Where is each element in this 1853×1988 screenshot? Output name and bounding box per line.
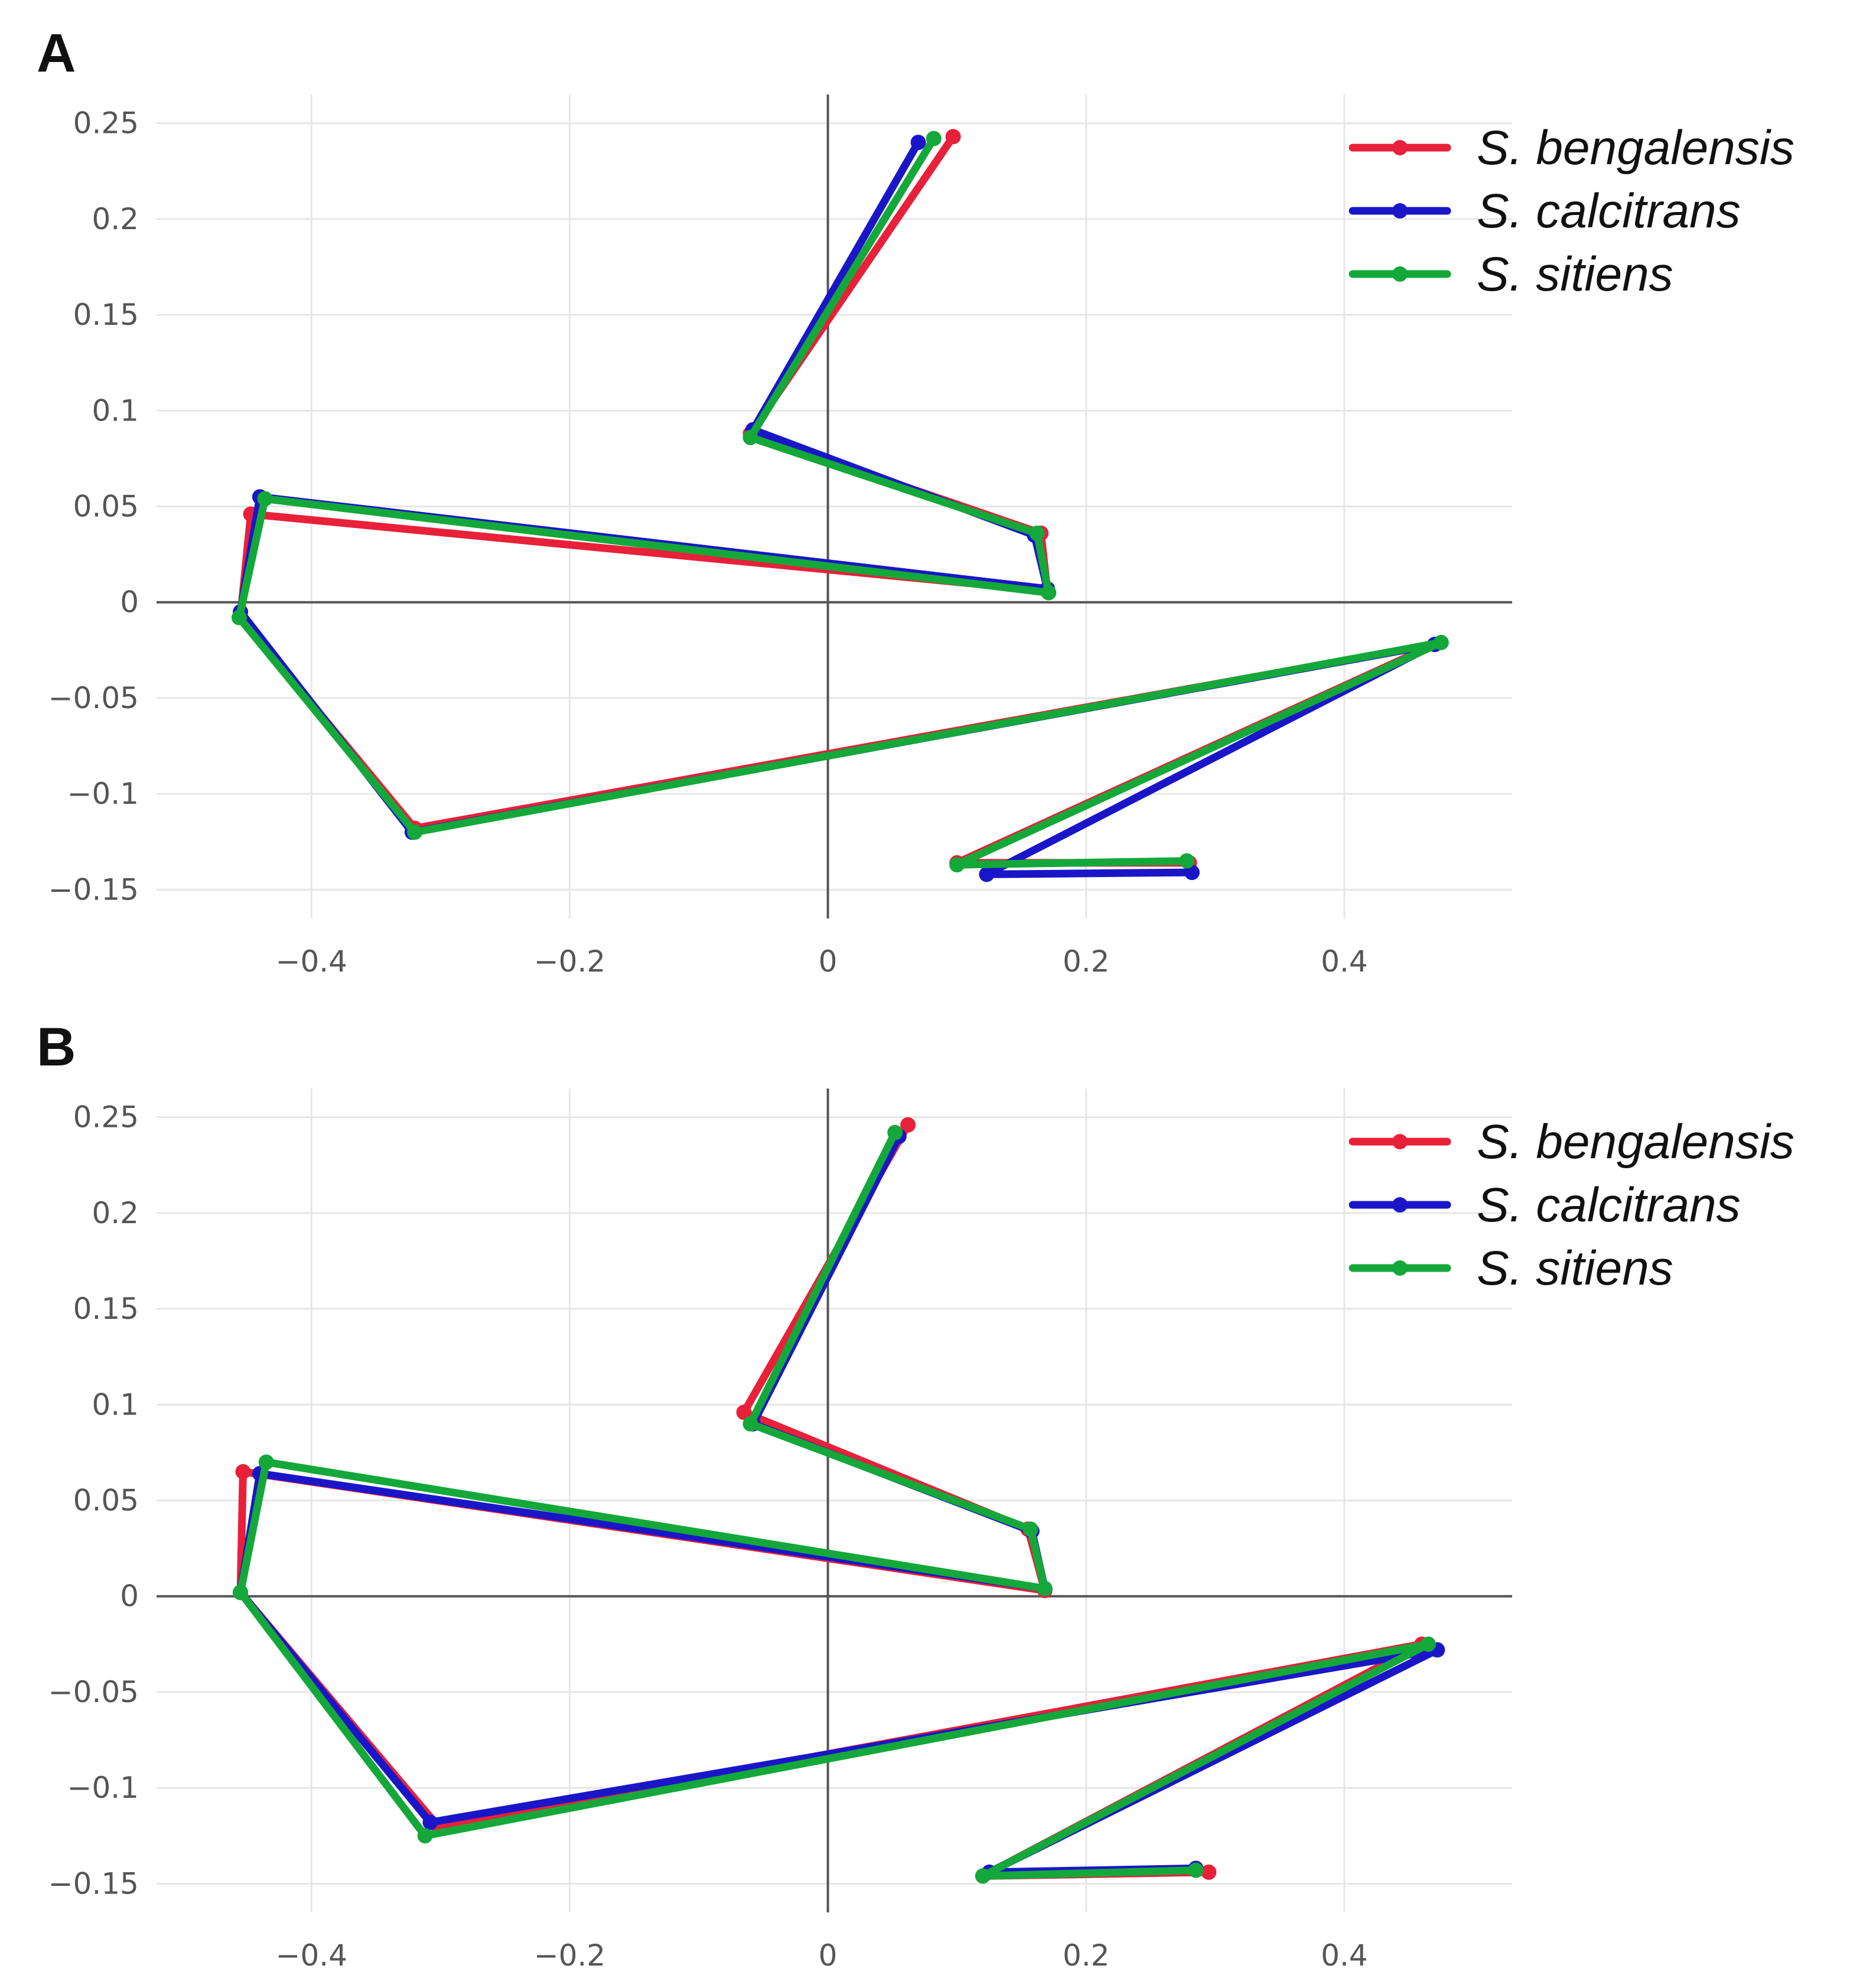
data-point-s-sitiens: [975, 1868, 991, 1884]
x-tick-label: −0.2: [534, 1938, 605, 1973]
data-point-s-sitiens: [1420, 1636, 1436, 1652]
y-tick-label: 0.25: [73, 1100, 139, 1135]
legend-label: S. calcitrans: [1477, 184, 1741, 238]
data-point-s-bengalensis: [945, 129, 961, 145]
panel-label: B: [37, 1017, 76, 1077]
y-tick-label: 0: [120, 1579, 139, 1614]
legend-label: S. sitiens: [1477, 247, 1673, 301]
data-point-s-calcitrans: [910, 135, 926, 151]
series-line-s-sitiens: [235, 135, 1445, 869]
series-s-calcitrans: [233, 135, 1442, 882]
data-point-s-sitiens: [231, 610, 247, 625]
legend-label: S. bengalensis: [1477, 1115, 1795, 1169]
legend-marker: [1392, 1134, 1408, 1149]
panel-label: A: [37, 23, 76, 83]
chart-panel-b: B −0.4 −0.2 0 0.2 0.4 0.25 0.2 0.15 0.1 0.05 0 −0.0…: [0, 994, 1853, 1988]
data-point-s-sitiens: [949, 857, 965, 873]
y-tick-label: 0.15: [73, 298, 139, 332]
legend-marker: [1392, 1260, 1408, 1276]
line-chart-b: −0.4 −0.2 0 0.2 0.4 0.25 0.2 0.15 0.1 0.05 0 −0.05 −…: [48, 1088, 1795, 1973]
data-point-s-sitiens: [1433, 634, 1449, 650]
data-point-s-sitiens: [407, 824, 423, 840]
data-point-s-sitiens: [887, 1125, 903, 1140]
data-point-s-sitiens: [1179, 853, 1195, 869]
data-point-s-sitiens: [1041, 585, 1057, 601]
x-tick-label: −0.4: [276, 1938, 347, 1973]
y-tick-label: 0.25: [73, 106, 139, 141]
legend-marker: [1392, 1197, 1408, 1213]
legend-label: S. bengalensis: [1477, 121, 1795, 175]
x-tick-label: 0.4: [1321, 1938, 1368, 1973]
data-point-s-sitiens: [258, 1454, 274, 1470]
data-point-s-sitiens: [1022, 1521, 1038, 1537]
x-tick-label: −0.2: [534, 944, 605, 979]
y-tick-label: 0.1: [92, 393, 139, 428]
y-tick-label: 0: [120, 585, 139, 620]
y-tick-label: 0.1: [92, 1387, 139, 1422]
legend-marker: [1392, 266, 1408, 282]
x-tick-label: 0: [819, 944, 838, 979]
data-point-s-sitiens: [1188, 1862, 1204, 1878]
data-point-s-sitiens: [1029, 525, 1045, 541]
y-tick-label: 0.15: [73, 1292, 139, 1326]
legend: S. bengalensis S. calcitrans S. sitiens: [1349, 121, 1795, 301]
series-line-s-sitiens: [236, 1129, 1432, 1880]
y-tick-label: −0.05: [48, 681, 139, 715]
y-tick-label: 0.2: [92, 1196, 139, 1230]
data-point-s-sitiens: [233, 1585, 249, 1601]
data-point-s-calcitrans: [979, 866, 995, 882]
legend-marker: [1392, 140, 1408, 155]
data-point-s-sitiens: [926, 131, 942, 146]
y-tick-label: −0.15: [48, 1866, 139, 1901]
legend: S. bengalensis S. calcitrans S. sitiens: [1349, 1115, 1795, 1295]
x-tick-label: 0.4: [1321, 944, 1368, 979]
data-point-s-sitiens: [742, 1416, 758, 1432]
y-tick-label: 0.2: [92, 202, 139, 236]
data-point-s-bengalensis: [1201, 1864, 1217, 1880]
y-tick-label: −0.1: [67, 1771, 139, 1805]
data-point-s-calcitrans: [422, 1814, 438, 1830]
y-tick-label: 0.05: [73, 490, 139, 524]
legend-label: S. calcitrans: [1477, 1178, 1741, 1232]
data-point-s-sitiens: [257, 491, 273, 507]
data-point-s-sitiens: [742, 429, 758, 445]
y-tick-label: −0.15: [48, 872, 139, 907]
line-chart-a: −0.4 −0.2 0 0.2 0.4 0.25 0.2 0.15 0.1 0.05 0 −0.05 −…: [48, 94, 1795, 979]
legend-label: S. sitiens: [1477, 1241, 1673, 1295]
y-tick-label: 0.05: [73, 1484, 139, 1518]
y-tick-label: −0.1: [67, 777, 139, 811]
series-line-s-calcitrans: [236, 138, 1439, 878]
x-tick-label: 0.2: [1063, 944, 1110, 979]
x-tick-label: 0.2: [1063, 1938, 1110, 1973]
series-s-sitiens: [231, 131, 1449, 873]
x-tick-label: 0: [819, 1938, 838, 1973]
data-point-s-bengalensis: [900, 1117, 916, 1133]
x-tick-label: −0.4: [276, 944, 347, 979]
data-point-s-bengalensis: [235, 1464, 251, 1479]
data-point-s-sitiens: [1037, 1580, 1053, 1596]
legend-marker: [1392, 203, 1408, 219]
chart-panel-a: A −0.4 −0.2 0 0.2 0.4 0.25 0.2 0.15 0.1 0.05 0 −0.0…: [37, 23, 1795, 979]
data-point-s-calcitrans: [1184, 865, 1200, 881]
data-point-s-bengalensis: [736, 1404, 752, 1420]
series-s-bengalensis: [233, 129, 1442, 871]
data-point-s-sitiens: [417, 1828, 433, 1844]
series-s-sitiens: [233, 1125, 1436, 1884]
y-tick-label: −0.05: [48, 1675, 139, 1709]
